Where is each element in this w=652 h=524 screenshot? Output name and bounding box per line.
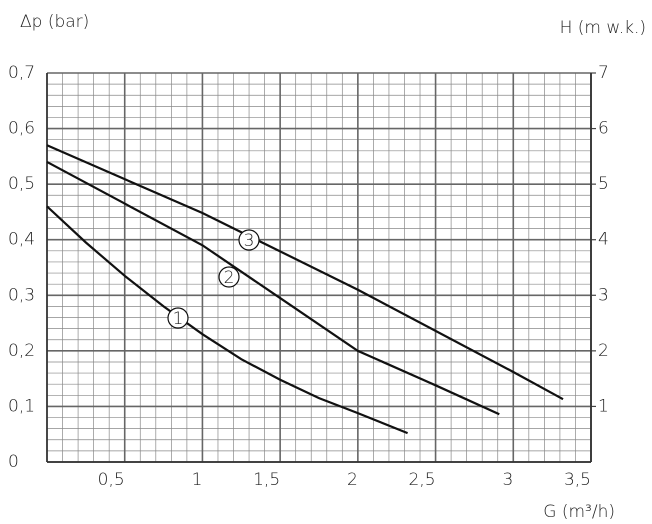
curve-label: 3 [244,231,255,251]
y-tick-label: 0,5 [8,174,35,194]
y-tick-label: 0,6 [8,119,35,139]
curve [46,205,409,435]
curve-label-circle [167,307,189,329]
x-tick-label: 1 [192,470,203,490]
y-axis-title: Δp (bar) [20,12,89,32]
x-tick-label: 1,5 [253,470,280,490]
y-tick-label: 0,3 [8,285,35,305]
x-tick-label: 2 [347,470,358,490]
y2-tick-label: 5 [598,174,609,194]
y2-tick-label: 3 [598,285,609,305]
y-tick-label: 0,4 [8,230,35,250]
y-tick-label: 0,2 [8,341,35,361]
x-axis-title: G (m³/h) [543,502,615,522]
x-tick-label: 0,5 [98,470,125,490]
y2-tick-label: 4 [598,230,609,250]
curve [46,160,500,416]
curve-label-circle [238,229,260,251]
x-tick-label: 3 [502,470,513,490]
curve-label-circle [218,266,240,288]
y2-tick-label: 6 [598,119,609,139]
y2-tick-label: 7 [598,63,609,83]
curve-label: 1 [173,309,184,329]
y2-tick-label: 2 [598,341,609,361]
y-tick-label: 0,1 [8,396,35,416]
curve-label: 2 [224,268,235,288]
y2-tick-label: 1 [598,396,609,416]
y-tick-label: 0,7 [8,63,35,83]
y2-axis-title: H (m w.k.) [560,18,646,38]
x-tick-label: 2,5 [409,470,436,490]
curve [46,144,564,401]
x-tick-label: 3,5 [564,470,591,490]
y-tick-label: 0 [8,452,19,472]
